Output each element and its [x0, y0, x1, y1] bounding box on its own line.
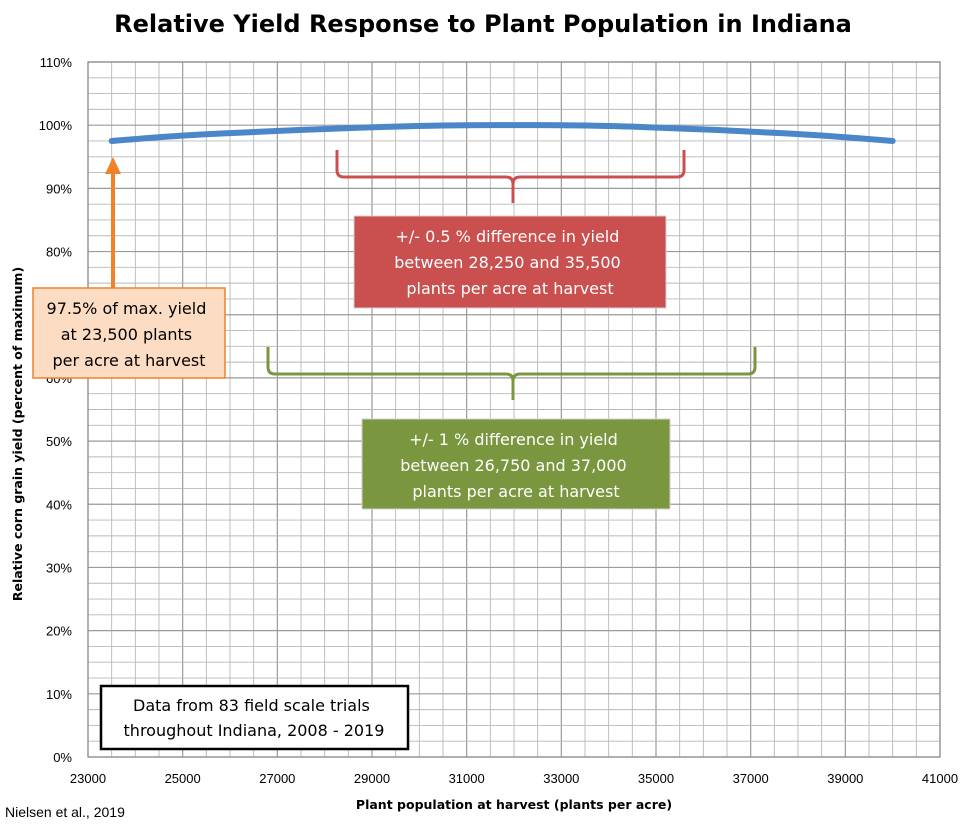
- y-tick-label: 100%: [39, 118, 73, 133]
- green-note-line: plants per acre at harvest: [412, 482, 619, 501]
- data-note-line: throughout Indiana, 2008 - 2019: [124, 721, 385, 740]
- orange-note-line: 97.5% of max. yield: [47, 299, 207, 318]
- orange-note-box: [32, 287, 226, 379]
- x-tick-label: 25000: [165, 771, 201, 786]
- green-note-text: +/- 1 % difference in yield between 26,7…: [400, 430, 632, 501]
- grid: [87, 61, 941, 758]
- red-note-text: +/- 0.5 % difference in yield between 28…: [394, 227, 626, 298]
- y-tick-label: 110%: [40, 55, 73, 70]
- x-tick-label: 41000: [922, 771, 958, 786]
- x-tick-label: 33000: [543, 771, 579, 786]
- red-note-box: [353, 215, 667, 309]
- yield-response-line: [108, 122, 896, 144]
- red-note-line: between 28,250 and 35,500: [394, 253, 621, 272]
- series-layer: [108, 122, 896, 144]
- x-tick-label: 39000: [827, 771, 863, 786]
- x-tick-label: 35000: [638, 771, 674, 786]
- green-note-line: +/- 1 % difference in yield: [409, 430, 618, 449]
- y-tick-label: 0%: [53, 750, 72, 765]
- orange-note-text: 97.5% of max. yield at 23,500 plants per…: [47, 299, 212, 370]
- red-note-line: plants per acre at harvest: [406, 279, 613, 298]
- data-note-text: Data from 83 field scale trials througho…: [124, 696, 385, 740]
- data-note-line: Data from 83 field scale trials: [133, 696, 370, 715]
- orange-arrowhead: [105, 157, 121, 174]
- data-note-box: [99, 684, 410, 751]
- x-tick-label: 31000: [449, 771, 485, 786]
- y-tick-label: 20%: [46, 624, 72, 639]
- green-note-box: [361, 418, 671, 510]
- green-annotation: +/- 1 % difference in yield between 26,7…: [266, 347, 757, 510]
- axes: 0%10%20%30%40%50%60%70%80%90%100%110%230…: [39, 55, 958, 786]
- plot-area-border: [87, 61, 941, 758]
- green-note-line: between 26,750 and 37,000: [400, 456, 627, 475]
- y-tick-label: 80%: [46, 245, 72, 260]
- orange-annotation: 97.5% of max. yield at 23,500 plants per…: [32, 157, 226, 379]
- red-note-line: +/- 0.5 % difference in yield: [395, 227, 619, 246]
- y-tick-label: 90%: [46, 181, 72, 196]
- y-tick-label: 30%: [46, 560, 72, 575]
- x-tick-label: 27000: [259, 771, 295, 786]
- y-tick-label: 40%: [46, 497, 72, 512]
- chart-title: Relative Yield Response to Plant Populat…: [114, 10, 852, 38]
- data-note: Data from 83 field scale trials througho…: [99, 684, 410, 751]
- x-tick-label: 23000: [70, 771, 106, 786]
- red-annotation: +/- 0.5 % difference in yield between 28…: [335, 150, 686, 309]
- y-axis-title: Relative corn grain yield (percent of ma…: [10, 267, 25, 601]
- orange-note-line: per acre at harvest: [52, 351, 205, 370]
- green-brace: [266, 347, 757, 400]
- x-tick-label: 29000: [354, 771, 390, 786]
- y-tick-label: 50%: [46, 434, 72, 449]
- red-brace: [335, 150, 686, 203]
- orange-note-line: at 23,500 plants: [61, 325, 192, 344]
- y-tick-label: 10%: [46, 687, 72, 702]
- x-axis-title: Plant population at harvest (plants per …: [356, 797, 672, 812]
- x-tick-label: 37000: [733, 771, 769, 786]
- source-credit: Nielsen et al., 2019: [5, 804, 125, 820]
